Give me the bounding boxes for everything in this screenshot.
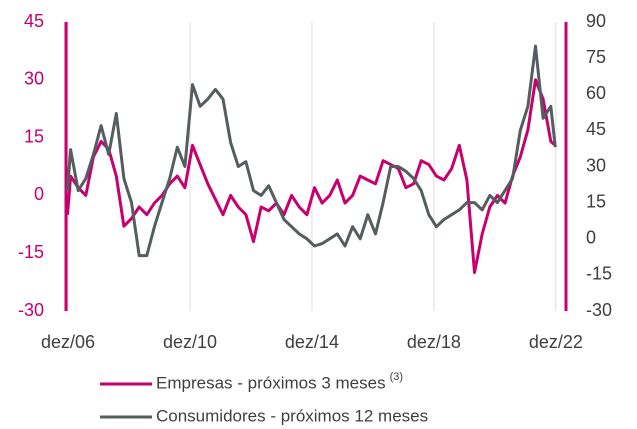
y2-tick-label: 45: [586, 119, 606, 139]
y-tick-label: 30: [24, 69, 44, 89]
x-tick-label: dez/18: [407, 332, 461, 352]
x-tick-label: dez/10: [163, 332, 217, 352]
y2-tick-label: 75: [586, 47, 606, 67]
y-tick-label: -15: [18, 242, 44, 262]
y-tick-label: 15: [24, 126, 44, 146]
x-tick-label: dez/14: [285, 332, 339, 352]
y-tick-label: 0: [34, 184, 44, 204]
y2-tick-label: 30: [586, 155, 606, 175]
legend-label: Empresas - próximos 3 meses (3): [156, 371, 403, 393]
y2-tick-label: 60: [586, 83, 606, 103]
y-tick-label: 45: [24, 11, 44, 31]
y2-tick-label: -30: [586, 300, 612, 320]
y2-tick-label: -15: [586, 264, 612, 284]
y2-tick-label: 90: [586, 11, 606, 31]
x-tick-label: dez/22: [529, 332, 583, 352]
legend-note: (3): [390, 371, 403, 383]
x-tick-label: dez/06: [41, 332, 95, 352]
y2-tick-label: 15: [586, 191, 606, 211]
series-line: [66, 44, 557, 258]
series-line: [66, 78, 557, 274]
y-tick-label: -30: [18, 300, 44, 320]
y2-tick-label: 0: [586, 228, 596, 248]
legend-label: Consumidores - próximos 12 meses: [156, 406, 428, 425]
